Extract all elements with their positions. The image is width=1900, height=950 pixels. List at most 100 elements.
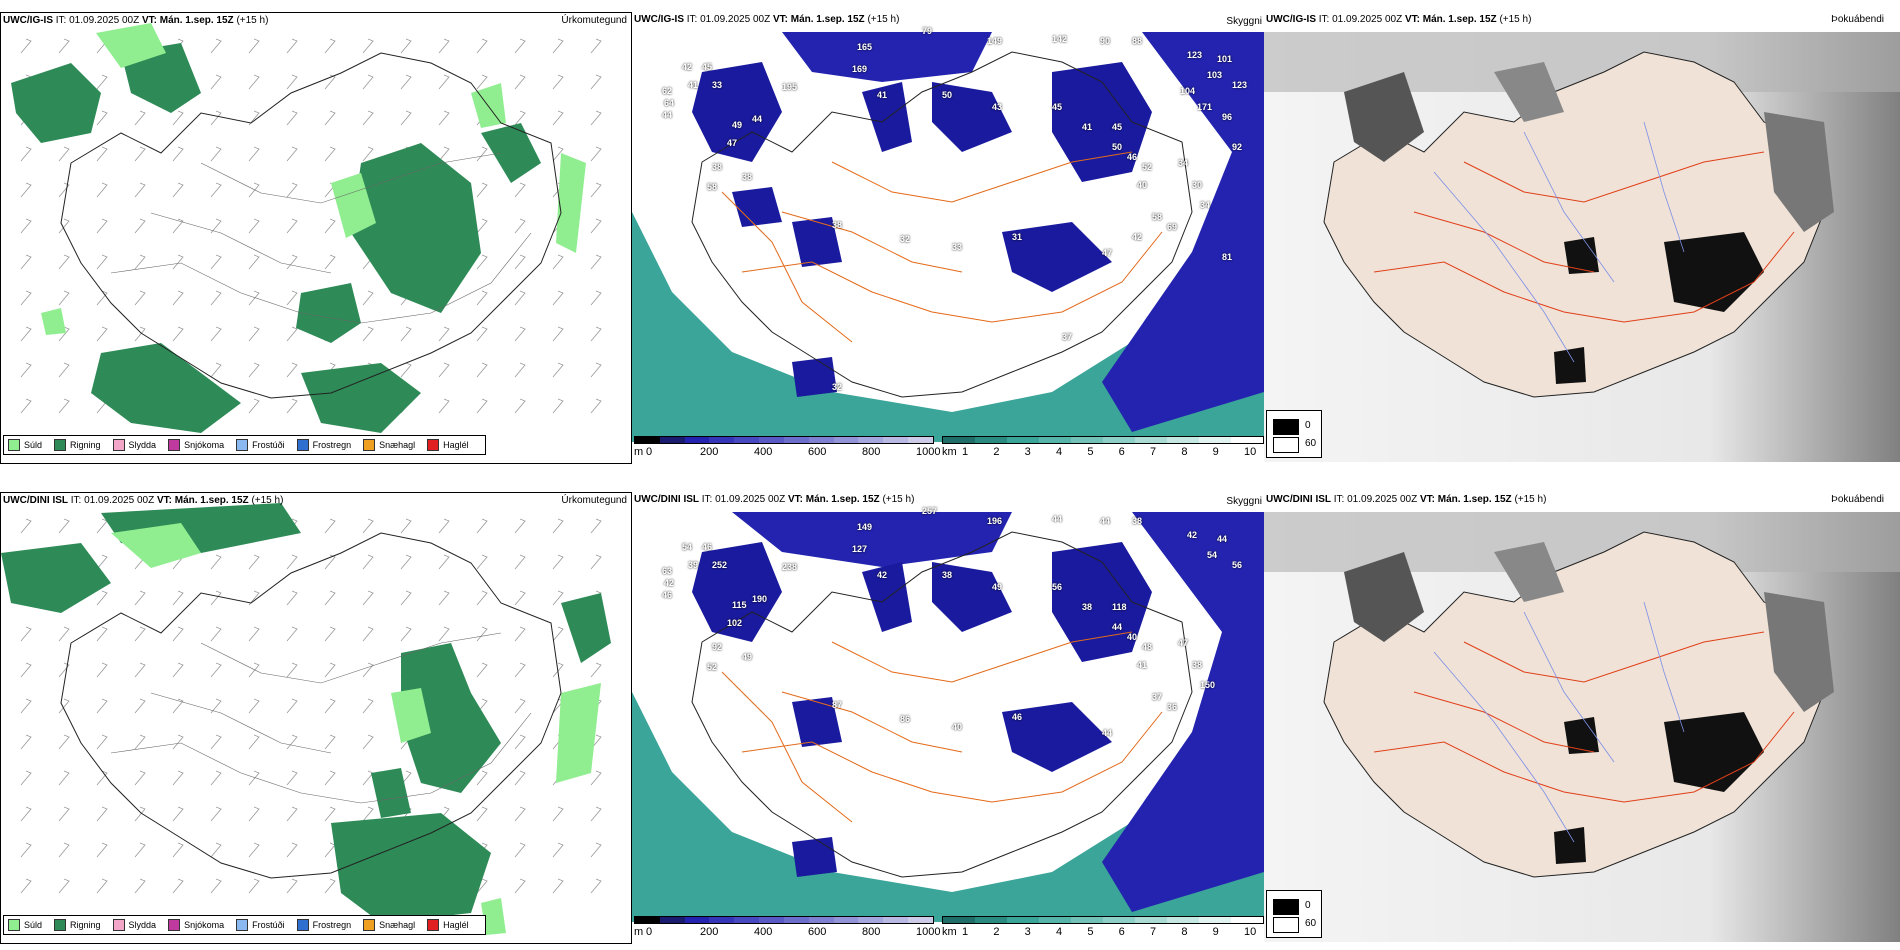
- colorbar-step: [709, 917, 735, 923]
- visibility-value: 238: [782, 562, 798, 572]
- colorbar-tick: 600: [808, 446, 827, 458]
- colorbar-step: [684, 917, 710, 923]
- visibility-value: 195: [782, 82, 798, 92]
- colorbar-step: [635, 437, 660, 443]
- wind-barbs: [20, 518, 602, 894]
- fog-legend-swatch-min: [1273, 899, 1299, 915]
- colorbar-step: [1103, 437, 1135, 443]
- legend-label: Snæhagl: [379, 440, 416, 450]
- colorbar-step: [1007, 437, 1039, 443]
- colorbar-strip: [634, 916, 934, 924]
- visibility-value: 32: [832, 382, 843, 392]
- visibility-value: 171: [1197, 102, 1213, 112]
- visibility-value: 45: [702, 62, 713, 72]
- fog-legend-min: 0: [1305, 900, 1311, 911]
- visibility-value: 38: [742, 172, 753, 182]
- colorbar-tick: 1: [962, 926, 969, 938]
- visibility-value: 40: [1127, 632, 1138, 642]
- legend-swatch: [112, 919, 125, 931]
- colorbar-tick: 9: [1212, 446, 1219, 458]
- it-label: IT:: [70, 495, 82, 506]
- visibility-map-row2: [632, 512, 1264, 922]
- visibility-value: 33: [952, 242, 963, 252]
- visibility-value: 46: [662, 590, 673, 600]
- colorbar-step: [734, 437, 760, 443]
- visibility-value: 38: [1132, 516, 1143, 526]
- visibility-value: 103: [1207, 70, 1223, 80]
- colorbar-tick: 4: [1056, 926, 1063, 938]
- precip-legend-item: Rigning: [54, 919, 101, 931]
- colorbar-step: [833, 917, 859, 923]
- fog-panel-row2: UWC/DINI ISL IT: 01.09.2025 00Z VT: Mán.…: [1264, 492, 1900, 944]
- colorbar-step: [975, 437, 1007, 443]
- legend-label: Frostregn: [312, 920, 352, 930]
- roads: [721, 631, 1163, 823]
- colorbar-tick: 200: [700, 446, 719, 458]
- legend-label: Slydda: [128, 440, 157, 450]
- legend-label: Súld: [24, 920, 43, 930]
- legend-label: Snjókoma: [184, 920, 225, 930]
- panel-title-visibility: Skyggni: [1226, 16, 1262, 27]
- precip-legend-item: Frostregn: [296, 439, 351, 451]
- colorbar-step: [908, 917, 933, 923]
- visibility-value: 41: [877, 90, 888, 100]
- legend-swatch: [54, 919, 67, 931]
- visibility-value: 41: [1082, 122, 1093, 132]
- visibility-value: 46: [1127, 152, 1138, 162]
- colorbar-step: [1007, 917, 1039, 923]
- ceiling-colorbar: m 0 200 400 600 800 1000: [634, 916, 940, 942]
- visibility-value: 47: [727, 138, 738, 148]
- legend-label: Frostúði: [252, 920, 285, 930]
- colorbar-tick: 7: [1150, 446, 1157, 458]
- vt-value: Mán. 1.sep. 15Z: [174, 495, 249, 506]
- colorbar-tick: 2: [993, 446, 1000, 458]
- visibility-value: 127: [852, 544, 868, 554]
- vt-value: Mán. 1.sep. 15Z: [790, 14, 865, 25]
- visibility-value: 196: [987, 516, 1003, 526]
- visibility-value: 45: [1112, 122, 1123, 132]
- precip-map-row1: [11, 23, 602, 433]
- legend-swatch: [168, 919, 181, 931]
- colorbar-tick: 5: [1087, 926, 1094, 938]
- precip-legend-item: Frostúði: [236, 919, 285, 931]
- visibility-value: 34: [1178, 158, 1189, 168]
- colorbar-unit: m: [634, 446, 644, 458]
- rain-areas: [1, 503, 611, 923]
- visibility-value: 34: [1200, 200, 1211, 210]
- header-row2-vis: UWC/DINI ISL IT: 01.09.2025 00Z VT: Mán.…: [634, 494, 914, 505]
- legend-swatch: [427, 919, 440, 931]
- panel-title-visibility: Skyggni: [1226, 496, 1262, 507]
- visibility-value: 46: [1012, 712, 1023, 722]
- colorbar-step: [908, 437, 933, 443]
- visibility-value: 88: [1132, 36, 1143, 46]
- legend-swatch: [8, 919, 20, 931]
- colorbar-tick: 400: [754, 446, 773, 458]
- visibility-value: 40: [1137, 180, 1148, 190]
- fog-map-row2: [1264, 512, 1900, 942]
- visibility-value: 79: [922, 26, 933, 36]
- fog-map-row1: [1264, 32, 1900, 462]
- colorbar-step: [684, 437, 710, 443]
- legend-label: Rigning: [70, 440, 101, 450]
- legend-label: Súld: [24, 440, 43, 450]
- colorbar-tick: 1000: [916, 446, 941, 458]
- visibility-value: 44: [1052, 514, 1063, 524]
- legend-swatch: [8, 439, 20, 451]
- ceiling-areas: [692, 542, 1152, 877]
- visibility-value: 115: [732, 600, 747, 610]
- visibility-value: 38: [1082, 602, 1093, 612]
- fog-legend-max: 60: [1305, 918, 1317, 929]
- it-value: 01.09.2025 00Z: [1332, 14, 1403, 25]
- visibility-value: 90: [1100, 36, 1111, 46]
- panel-title-fog: Þokuábendi: [1831, 494, 1884, 505]
- colorbar-step: [808, 437, 834, 443]
- fog-dark-areas: [1344, 542, 1834, 864]
- visibility-value: 30: [1192, 180, 1203, 190]
- colorbar-step: [883, 437, 909, 443]
- legend-label: Haglél: [443, 440, 469, 450]
- iceland-outline: [60, 52, 562, 399]
- visibility-value: 123: [1187, 50, 1203, 60]
- colorbar-tick: 1: [962, 446, 969, 458]
- visibility-value: 44: [1100, 516, 1111, 526]
- colorbar-strip: [942, 436, 1264, 444]
